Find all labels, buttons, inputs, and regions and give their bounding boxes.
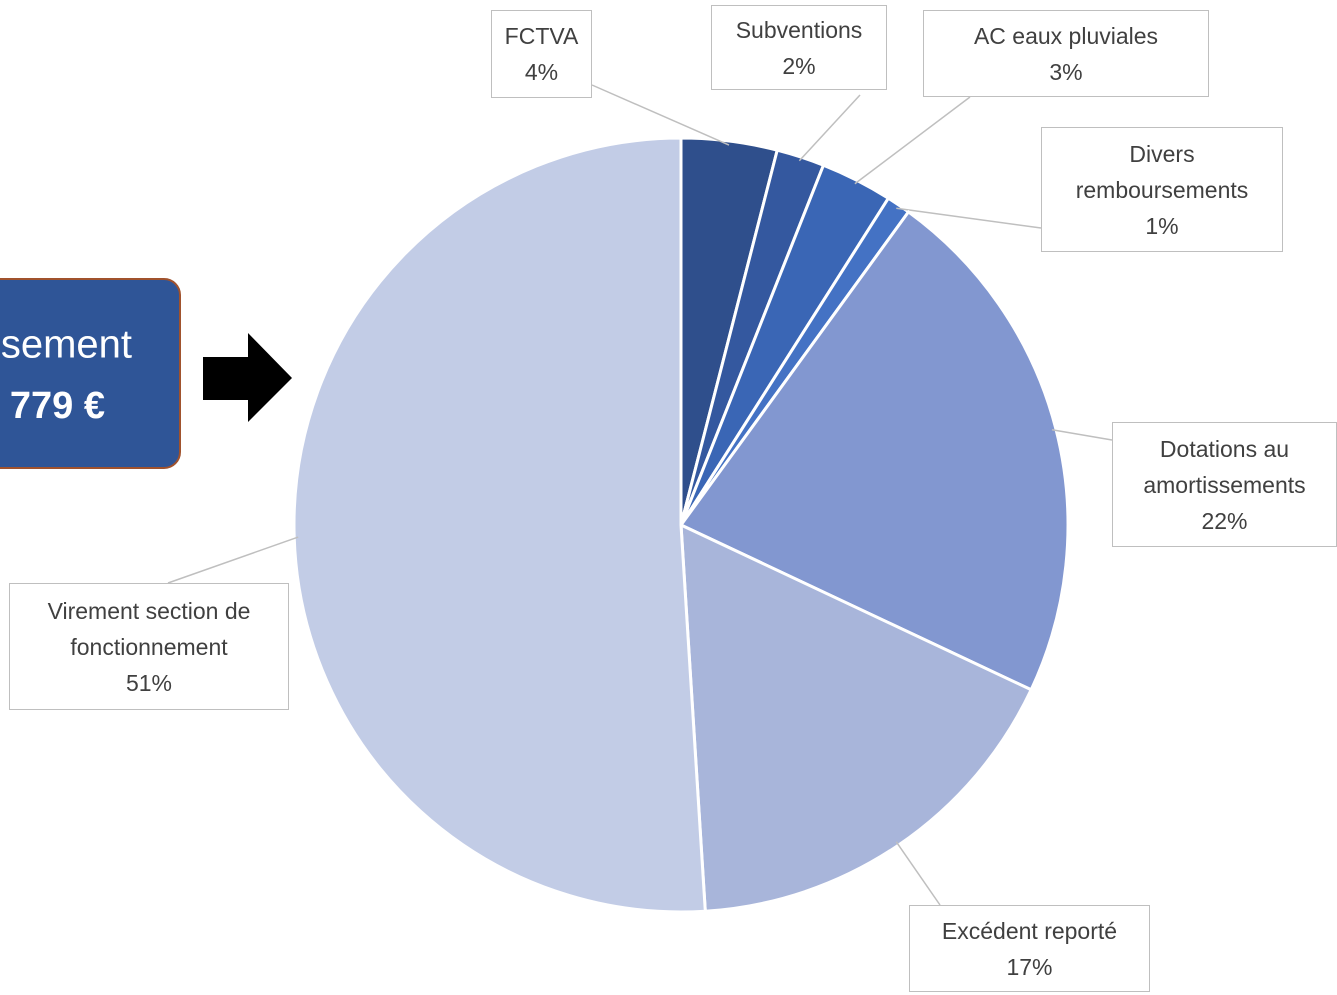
data-label: AC eaux pluviales 3%: [923, 10, 1209, 97]
callout-box: [0, 278, 181, 469]
label-name: Divers remboursements: [1075, 140, 1249, 203]
leader-line: [591, 84, 730, 146]
leader-line: [1051, 429, 1113, 441]
label-value: 17%: [1006, 953, 1053, 980]
data-label: Divers remboursements 1%: [1041, 127, 1283, 252]
data-label: Dotations au amortissements 22%: [1112, 422, 1337, 547]
leader-line: [798, 94, 861, 162]
label-value: 51%: [125, 669, 173, 696]
label-name: AC eaux pluviales: [973, 22, 1159, 49]
label-name: FCTVA: [504, 23, 579, 49]
callout-text: sement: [1, 323, 132, 367]
label-value: 1%: [1145, 212, 1179, 239]
leader-line: [896, 207, 1042, 229]
label-value: 3%: [1049, 58, 1083, 85]
leader-line: [854, 96, 971, 185]
label-name: Subventions: [735, 16, 863, 43]
data-label: Virement section de fonctionnement 51%: [9, 583, 289, 710]
leader-line: [895, 841, 941, 906]
data-label: FCTVA 4%: [491, 10, 592, 98]
data-label: Excédent reporté 17%: [909, 905, 1150, 992]
label-value: 22%: [1201, 507, 1248, 534]
label-name: Dotations au amortissements: [1143, 435, 1306, 498]
pie-slice: [292, 136, 707, 914]
arrow: [203, 333, 292, 422]
label-value: 4%: [524, 59, 559, 85]
label-name: Excédent reporté: [941, 917, 1118, 944]
leader-line: [167, 536, 299, 584]
label-name: Virement section de fonctionnement: [47, 597, 251, 660]
label-value: 2%: [782, 52, 816, 79]
callout-amount: 779 €: [10, 385, 105, 427]
data-label: Subventions 2%: [711, 5, 887, 90]
